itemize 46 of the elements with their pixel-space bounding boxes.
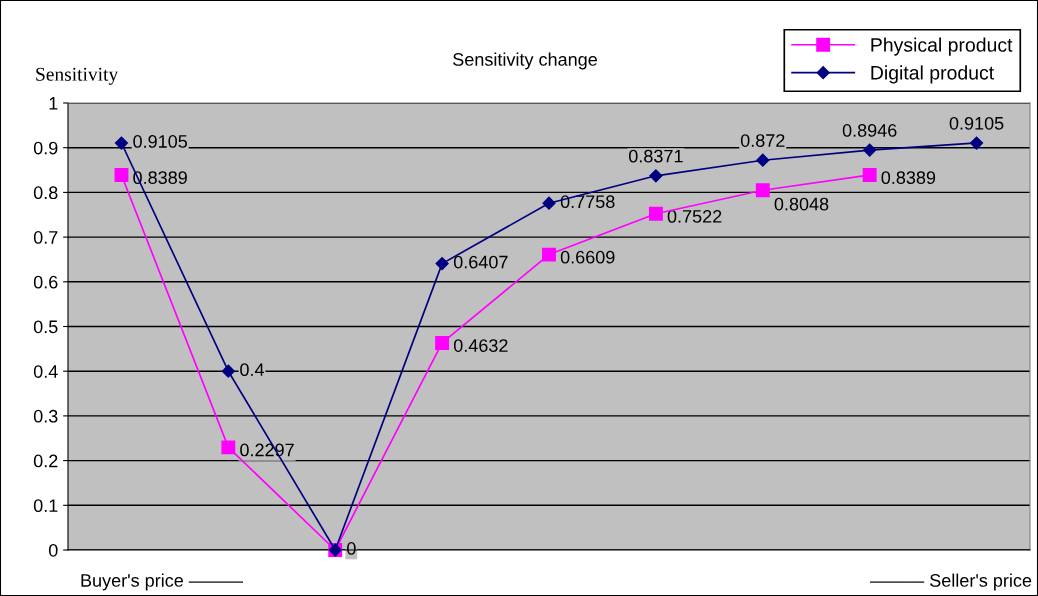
point	[969, 136, 984, 150]
point	[221, 440, 236, 455]
data-label: 0.6609	[560, 250, 615, 264]
point	[221, 364, 235, 378]
data-label: 0	[347, 542, 356, 555]
point	[435, 336, 450, 350]
text: Buyer's price ———	[81, 573, 243, 591]
y-tick-label: 0.5	[33, 320, 58, 334]
point	[648, 206, 663, 221]
legend-label: Digital product	[871, 65, 994, 84]
point	[114, 136, 129, 150]
point	[862, 168, 877, 182]
point	[435, 257, 449, 271]
point	[114, 168, 129, 182]
y-tick-label: 0.9	[33, 141, 58, 155]
data-label: 0.8389	[881, 171, 936, 185]
y-tick-label: 0.7	[33, 231, 58, 244]
data-label: 0.8946	[842, 124, 897, 137]
data-label: 0.8371	[628, 149, 683, 163]
chart-title: Sensitivity change	[453, 52, 597, 70]
data-label: 0.8048	[774, 197, 829, 211]
point	[863, 143, 877, 157]
y-tick-label: 0.4	[33, 365, 58, 378]
data-label: 0.872	[740, 134, 785, 147]
point	[755, 183, 770, 198]
y-axis-title: Sensitivity	[36, 67, 119, 85]
data-label: 0.9105	[133, 135, 188, 148]
y-tick-label: 0.1	[33, 499, 58, 513]
y-tick-label: 0	[48, 543, 58, 557]
data-label: 0.9105	[949, 116, 1004, 130]
legend-label: Physical product	[871, 37, 1013, 56]
y-tick-label: 0.2	[33, 454, 58, 468]
y-tick-label: 0.8	[33, 186, 58, 200]
text: ——— Seller's price	[870, 573, 1032, 591]
data-label: 0.7522	[667, 209, 722, 223]
point	[649, 169, 663, 183]
point	[542, 247, 556, 262]
point	[756, 153, 770, 167]
data-label: 0.6407	[453, 255, 508, 269]
point	[542, 196, 556, 210]
y-tick-label: 1	[49, 97, 58, 110]
y-tick-label: 0.3	[33, 409, 58, 423]
data-label: 0.4	[240, 363, 265, 377]
data-label: 0.7758	[560, 195, 615, 209]
data-label: 0.4632	[453, 339, 508, 352]
y-tick-label: 0.6	[33, 275, 58, 289]
